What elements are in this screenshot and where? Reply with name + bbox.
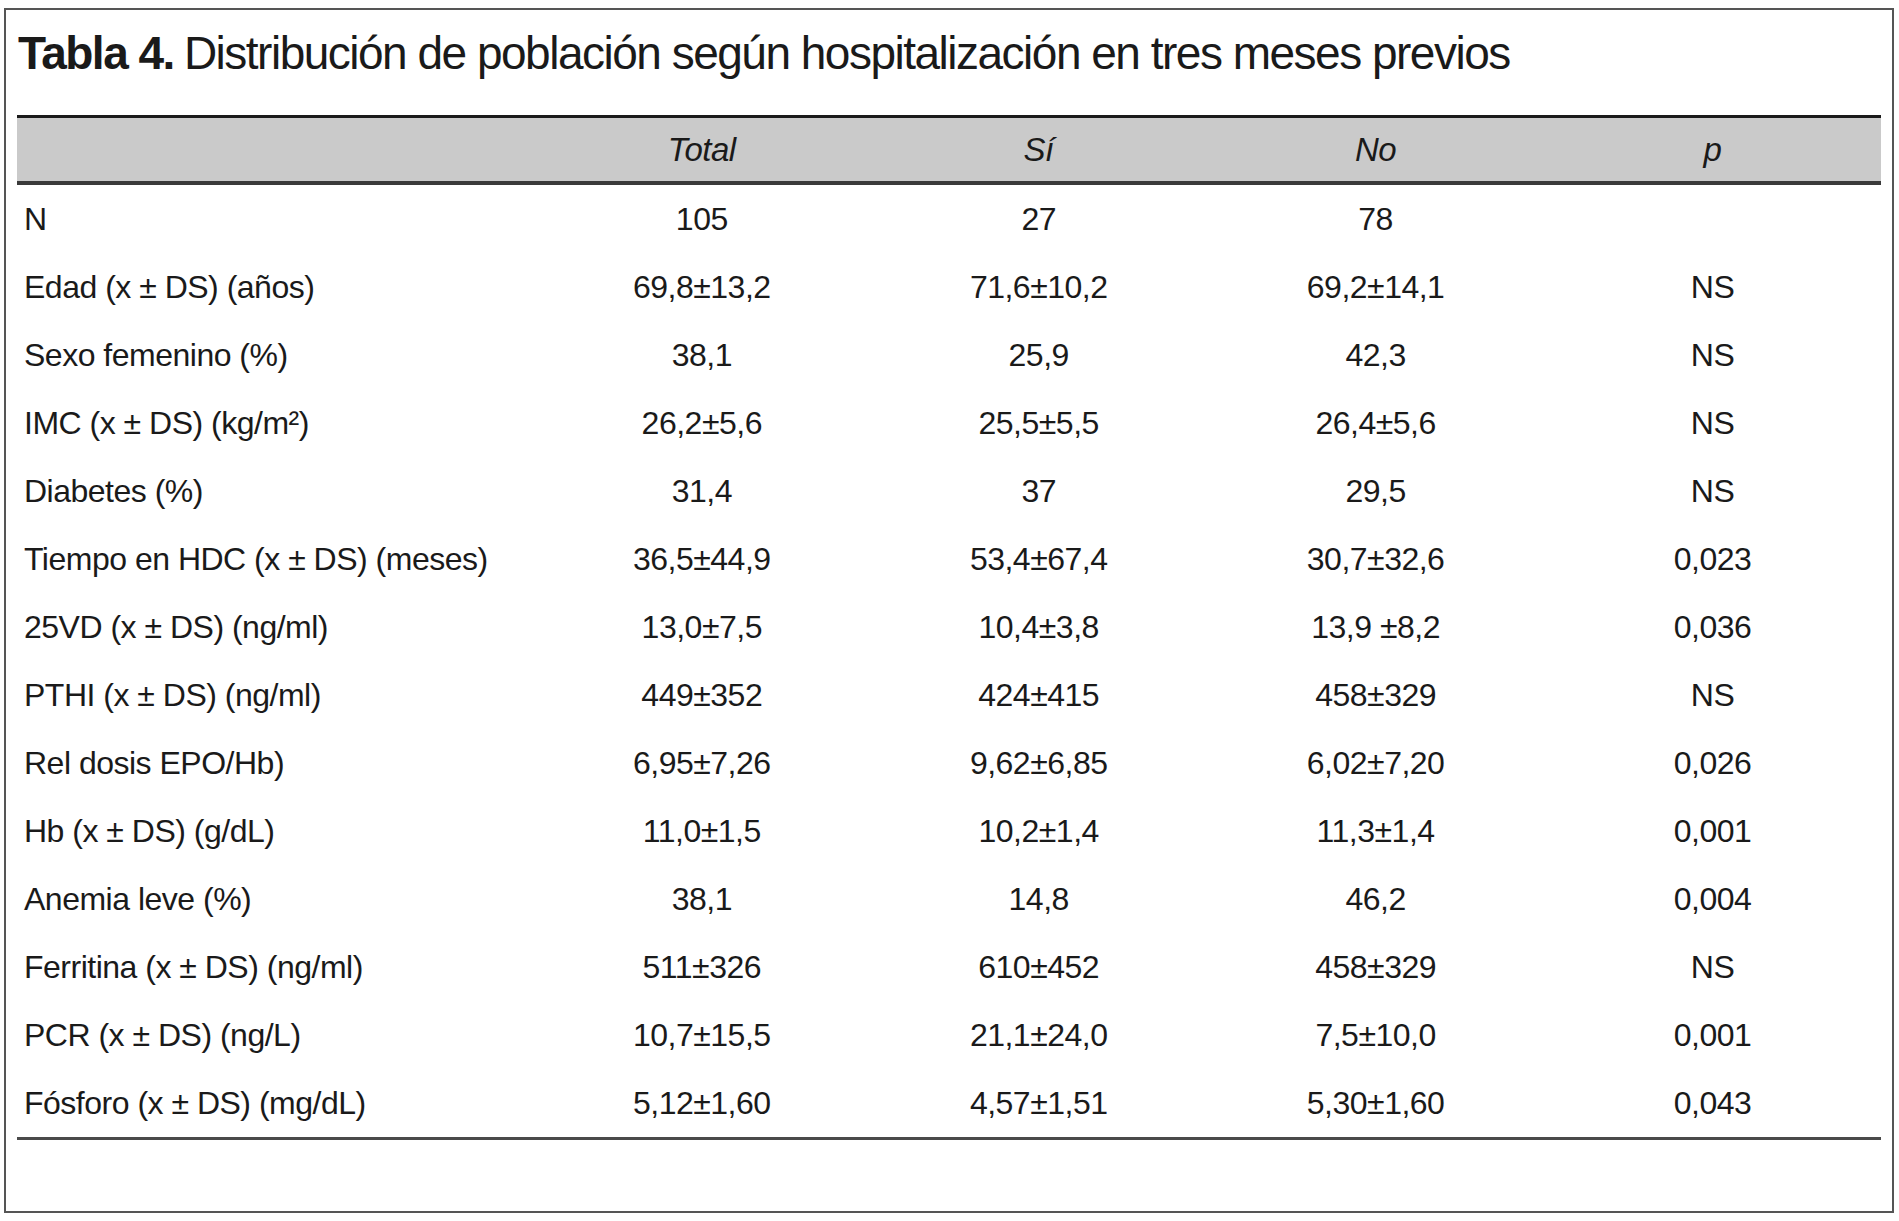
- table-row: Anemia leve (%) 38,1 14,8 46,2 0,004: [17, 865, 1881, 933]
- cell-total: 10,7±15,5: [533, 1001, 870, 1069]
- row-label-cell: Rel dosis EPO/Hb): [17, 729, 533, 797]
- cell-p: 0,036: [1544, 593, 1881, 661]
- cell-p: NS: [1544, 253, 1881, 321]
- data-table: Total Sí No p N 105 27 78 Edad (x ± DS) …: [17, 115, 1881, 1140]
- row-label-cell: PTHI (x ± DS) (ng/ml): [17, 661, 533, 729]
- table-row: Sexo femenino (%) 38,1 25,9 42,3 NS: [17, 321, 1881, 389]
- cell-no: 78: [1207, 183, 1544, 253]
- cell-p: NS: [1544, 389, 1881, 457]
- column-header-p: p: [1544, 117, 1881, 184]
- cell-si: 37: [870, 457, 1207, 525]
- cell-p: 0,004: [1544, 865, 1881, 933]
- cell-total: 511±326: [533, 933, 870, 1001]
- cell-p: NS: [1544, 457, 1881, 525]
- cell-no: 458±329: [1207, 661, 1544, 729]
- cell-total: 38,1: [533, 865, 870, 933]
- row-label-cell: Diabetes (%): [17, 457, 533, 525]
- row-label-cell: Ferritina (x ± DS) (ng/ml): [17, 933, 533, 1001]
- header-row: Total Sí No p: [17, 117, 1881, 184]
- cell-p: 0,001: [1544, 1001, 1881, 1069]
- cell-p: NS: [1544, 661, 1881, 729]
- cell-p: 0,023: [1544, 525, 1881, 593]
- row-label-cell: PCR (x ± DS) (ng/L): [17, 1001, 533, 1069]
- cell-si: 424±415: [870, 661, 1207, 729]
- table-row: Fósforo (x ± DS) (mg/dL) 5,12±1,60 4,57±…: [17, 1069, 1881, 1139]
- cell-si: 27: [870, 183, 1207, 253]
- cell-p: [1544, 183, 1881, 253]
- table-row: Tiempo en HDC (x ± DS) (meses) 36,5±44,9…: [17, 525, 1881, 593]
- cell-si: 71,6±10,2: [870, 253, 1207, 321]
- cell-no: 26,4±5,6: [1207, 389, 1544, 457]
- cell-p: 0,043: [1544, 1069, 1881, 1139]
- cell-no: 5,30±1,60: [1207, 1069, 1544, 1139]
- row-label-cell: Sexo femenino (%): [17, 321, 533, 389]
- column-header-si: Sí: [870, 117, 1207, 184]
- cell-total: 105: [533, 183, 870, 253]
- column-header-blank: [17, 117, 533, 184]
- table-row: 25VD (x ± DS) (ng/ml) 13,0±7,5 10,4±3,8 …: [17, 593, 1881, 661]
- table-row: PCR (x ± DS) (ng/L) 10,7±15,5 21,1±24,0 …: [17, 1001, 1881, 1069]
- column-header-total: Total: [533, 117, 870, 184]
- cell-total: 38,1: [533, 321, 870, 389]
- cell-no: 6,02±7,20: [1207, 729, 1544, 797]
- table-row: N 105 27 78: [17, 183, 1881, 253]
- column-header-no: No: [1207, 117, 1544, 184]
- cell-no: 69,2±14,1: [1207, 253, 1544, 321]
- cell-total: 11,0±1,5: [533, 797, 870, 865]
- cell-si: 25,9: [870, 321, 1207, 389]
- table-row: PTHI (x ± DS) (ng/ml) 449±352 424±415 45…: [17, 661, 1881, 729]
- cell-si: 53,4±67,4: [870, 525, 1207, 593]
- cell-total: 31,4: [533, 457, 870, 525]
- cell-total: 36,5±44,9: [533, 525, 870, 593]
- cell-no: 29,5: [1207, 457, 1544, 525]
- figure-frame: Tabla 4.Distribución de población según …: [4, 8, 1894, 1213]
- cell-total: 13,0±7,5: [533, 593, 870, 661]
- table-number: Tabla 4.: [18, 27, 174, 79]
- cell-si: 610±452: [870, 933, 1207, 1001]
- table-row: Edad (x ± DS) (años) 69,8±13,2 71,6±10,2…: [17, 253, 1881, 321]
- table-body: N 105 27 78 Edad (x ± DS) (años) 69,8±13…: [17, 183, 1881, 1139]
- table-row: Rel dosis EPO/Hb) 6,95±7,26 9,62±6,85 6,…: [17, 729, 1881, 797]
- table-row: Ferritina (x ± DS) (ng/ml) 511±326 610±4…: [17, 933, 1881, 1001]
- cell-total: 69,8±13,2: [533, 253, 870, 321]
- cell-p: NS: [1544, 321, 1881, 389]
- cell-no: 11,3±1,4: [1207, 797, 1544, 865]
- table-header: Total Sí No p: [17, 117, 1881, 184]
- cell-total: 6,95±7,26: [533, 729, 870, 797]
- cell-si: 10,4±3,8: [870, 593, 1207, 661]
- row-label-cell: Fósforo (x ± DS) (mg/dL): [17, 1069, 533, 1139]
- row-label-cell: Anemia leve (%): [17, 865, 533, 933]
- cell-si: 9,62±6,85: [870, 729, 1207, 797]
- cell-p: 0,001: [1544, 797, 1881, 865]
- row-label-cell: Edad (x ± DS) (años): [17, 253, 533, 321]
- cell-si: 25,5±5,5: [870, 389, 1207, 457]
- table-row: IMC (x ± DS) (kg/m²) 26,2±5,6 25,5±5,5 2…: [17, 389, 1881, 457]
- cell-si: 14,8: [870, 865, 1207, 933]
- table-caption: Distribución de población según hospital…: [184, 27, 1510, 79]
- row-label-cell: N: [17, 183, 533, 253]
- table-row: Hb (x ± DS) (g/dL) 11,0±1,5 10,2±1,4 11,…: [17, 797, 1881, 865]
- cell-total: 449±352: [533, 661, 870, 729]
- cell-p: NS: [1544, 933, 1881, 1001]
- row-label-cell: 25VD (x ± DS) (ng/ml): [17, 593, 533, 661]
- cell-total: 26,2±5,6: [533, 389, 870, 457]
- cell-no: 7,5±10,0: [1207, 1001, 1544, 1069]
- table-title: Tabla 4.Distribución de población según …: [18, 26, 1880, 80]
- cell-total: 5,12±1,60: [533, 1069, 870, 1139]
- row-label-cell: Tiempo en HDC (x ± DS) (meses): [17, 525, 533, 593]
- cell-no: 42,3: [1207, 321, 1544, 389]
- cell-si: 21,1±24,0: [870, 1001, 1207, 1069]
- cell-si: 10,2±1,4: [870, 797, 1207, 865]
- cell-no: 13,9 ±8,2: [1207, 593, 1544, 661]
- table-row: Diabetes (%) 31,4 37 29,5 NS: [17, 457, 1881, 525]
- cell-no: 30,7±32,6: [1207, 525, 1544, 593]
- row-label-cell: Hb (x ± DS) (g/dL): [17, 797, 533, 865]
- cell-si: 4,57±1,51: [870, 1069, 1207, 1139]
- cell-no: 458±329: [1207, 933, 1544, 1001]
- row-label-cell: IMC (x ± DS) (kg/m²): [17, 389, 533, 457]
- cell-p: 0,026: [1544, 729, 1881, 797]
- cell-no: 46,2: [1207, 865, 1544, 933]
